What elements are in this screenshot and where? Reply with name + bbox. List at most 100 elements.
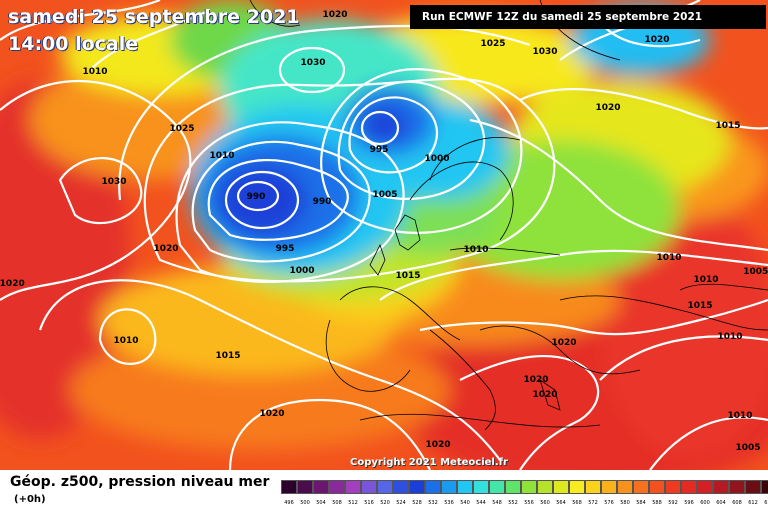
isobar-label: 1020 (425, 440, 450, 450)
legend-tick-label: 600 (700, 500, 710, 506)
forecast-offset: (+0h) (14, 494, 46, 505)
legend-swatch (633, 480, 649, 494)
legend-tick-label: 532 (428, 500, 438, 506)
map-time-title: 14:00 locale (8, 33, 139, 55)
legend-tick-label: 564 (556, 500, 566, 506)
legend-swatch (649, 480, 665, 494)
isobar-label: 1020 (0, 279, 25, 289)
geopotential-field (0, 0, 768, 470)
isobar-label: 995 (370, 145, 389, 155)
legend-tick-label: 616 (764, 500, 768, 506)
legend-tick-label: 536 (444, 500, 454, 506)
isobar-label: 1010 (693, 275, 718, 285)
isobar-label: 1030 (101, 177, 126, 187)
legend-tick-label: 612 (748, 500, 758, 506)
isobar-label: 1005 (743, 267, 768, 277)
legend-swatch (713, 480, 729, 494)
legend-tick-label: 608 (732, 500, 742, 506)
isobar-label: 1025 (480, 39, 505, 49)
isobar-label: 1020 (259, 409, 284, 419)
legend-swatch (553, 480, 569, 494)
isobar-label: 1010 (113, 336, 138, 346)
legend-tick-label: 504 (316, 500, 326, 506)
legend-swatch (489, 480, 505, 494)
legend-tick-label: 568 (572, 500, 582, 506)
isobar-label: 1000 (289, 266, 314, 276)
legend-tick-label: 580 (620, 500, 630, 506)
legend-tick-label: 576 (604, 500, 614, 506)
legend-swatch (761, 480, 768, 494)
map-date-title: samedi 25 septembre 2021 (8, 6, 300, 28)
legend-swatch (665, 480, 681, 494)
isobar-label: 1010 (82, 67, 107, 77)
isobar-label: 1005 (372, 190, 397, 200)
isobar-label: 1025 (169, 124, 194, 134)
legend-swatch (457, 480, 473, 494)
legend-swatch (697, 480, 713, 494)
legend-swatch (745, 480, 761, 494)
run-info-banner: Run ECMWF 12Z du samedi 25 septembre 202… (410, 5, 766, 29)
legend-tick-label: 540 (460, 500, 470, 506)
isobar-label: 1015 (687, 301, 712, 311)
legend-swatch (377, 480, 393, 494)
legend-tick-label: 544 (476, 500, 486, 506)
legend-swatch (601, 480, 617, 494)
legend-tick-label: 560 (540, 500, 550, 506)
legend-swatch (393, 480, 409, 494)
legend-swatch (425, 480, 441, 494)
isobar-label: 1010 (656, 253, 681, 263)
coastlines (249, 0, 768, 431)
isobar-label: 1015 (715, 121, 740, 131)
legend-tick-label: 524 (396, 500, 406, 506)
legend-swatch (313, 480, 329, 494)
isobar-label: 1030 (532, 47, 557, 57)
legend-tick-label: 592 (668, 500, 678, 506)
legend-tick-label: 520 (380, 500, 390, 506)
legend-tick-label: 572 (588, 500, 598, 506)
legend-swatch (361, 480, 377, 494)
isobar-label: 995 (276, 244, 295, 254)
legend-swatch (585, 480, 601, 494)
weather-map: 1020 1025 1030 1020 1010 1030 1020 1015 1025 995 1… (0, 0, 768, 470)
isobar-label: 1005 (735, 443, 760, 453)
isobar-label: 1020 (322, 10, 347, 20)
legend-swatch (681, 480, 697, 494)
isobar-label: 1020 (551, 338, 576, 348)
legend-swatch (441, 480, 457, 494)
legend-swatch (537, 480, 553, 494)
legend-tick-label: 496 (284, 500, 294, 506)
legend-footer: Géop. z500, pression niveau mer (+0h) 49… (0, 470, 768, 512)
isobar-label: 990 (313, 197, 332, 207)
isobar-label: 1020 (153, 244, 178, 254)
legend-tick-label: 588 (652, 500, 662, 506)
isobar-label: 1010 (463, 245, 488, 255)
legend-swatch (569, 480, 585, 494)
legend-tick-label: 552 (508, 500, 518, 506)
legend-tick-label: 516 (364, 500, 374, 506)
isobar-label: 1020 (532, 390, 557, 400)
legend-tick-label: 500 (300, 500, 310, 506)
legend-swatch (281, 480, 297, 494)
isobar-label: 1020 (595, 103, 620, 113)
legend-swatch (473, 480, 489, 494)
isobar-label: 1015 (395, 271, 420, 281)
isobar-label: 1010 (727, 411, 752, 421)
legend-swatch (729, 480, 745, 494)
legend-swatch (521, 480, 537, 494)
legend-tick-label: 596 (684, 500, 694, 506)
isobar-label: 1020 (523, 375, 548, 385)
legend-tick-label: 556 (524, 500, 534, 506)
isobar-label: 1000 (424, 154, 449, 164)
legend-tick-label: 508 (332, 500, 342, 506)
isobar-labels: 1020 1025 1030 1020 1010 1030 1020 1015 1025 995 1… (0, 10, 768, 453)
isobar-label: 1010 (717, 332, 742, 342)
legend-tick-label: 604 (716, 500, 726, 506)
legend-swatch (297, 480, 313, 494)
isobar-label: 990 (247, 192, 266, 202)
map-variable-title: Géop. z500, pression niveau mer (10, 474, 270, 490)
color-scale-labels: 496 500 504 508 512 516 520 524 528 532 536 540 544 5… (281, 500, 768, 506)
color-scale (281, 480, 768, 494)
legend-tick-label: 584 (636, 500, 646, 506)
isobar-label: 1010 (209, 151, 234, 161)
